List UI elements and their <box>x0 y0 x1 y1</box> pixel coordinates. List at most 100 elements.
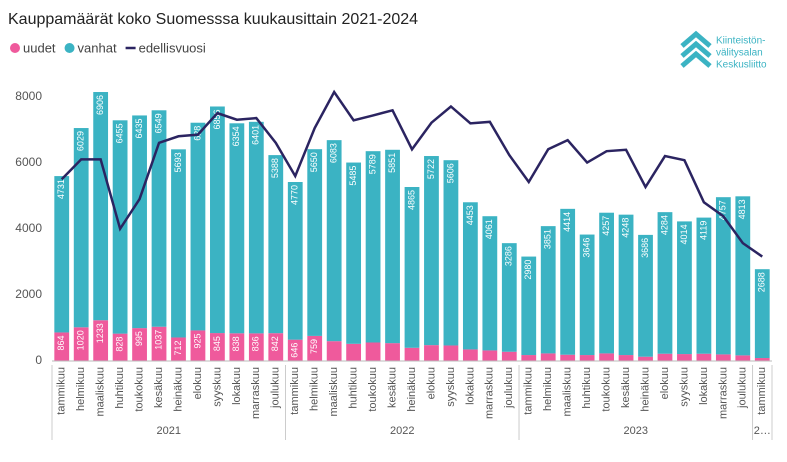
data-label: 6354 <box>231 126 241 146</box>
data-label: 5851 <box>387 153 397 173</box>
bar-segment <box>462 349 478 361</box>
bar-segment <box>229 123 245 334</box>
data-label: 4014 <box>679 224 689 244</box>
x-tick-label: heinäkuu <box>406 367 418 412</box>
data-label: 1020 <box>76 330 86 350</box>
x-tick-label: kesäkuu <box>620 367 632 408</box>
y-tick-label: 6000 <box>15 155 42 169</box>
bar-segment <box>579 355 595 361</box>
bar-segment <box>462 202 478 350</box>
x-tick-label: elokuu <box>425 367 437 399</box>
y-tick-label: 8000 <box>15 89 42 103</box>
x-tick-label: marraskuu <box>484 367 496 419</box>
bar-segment <box>443 345 459 361</box>
data-label: 828 <box>114 337 124 352</box>
data-label: 5606 <box>445 163 455 183</box>
logo-mark <box>680 30 712 68</box>
data-label: 4813 <box>737 199 747 219</box>
bar-segment <box>482 216 498 351</box>
bar-segment <box>677 354 692 361</box>
data-label: 995 <box>134 331 144 346</box>
x-tick-label: kesäkuu <box>386 367 398 408</box>
bar-segment <box>210 333 225 361</box>
bar-segment <box>540 353 556 361</box>
bar-segment <box>307 335 323 361</box>
x-tick-label: joulukuu <box>503 367 515 409</box>
x-tick-label: helmikuu <box>309 367 321 411</box>
bar-segment <box>424 156 439 346</box>
data-label: 6435 <box>134 118 144 138</box>
bar-segment <box>521 355 537 361</box>
year-label: 2023 <box>624 425 648 437</box>
data-label: 6029 <box>76 131 86 151</box>
bar-segment <box>132 115 147 329</box>
data-label: 5650 <box>309 152 319 172</box>
bar-segment <box>443 160 459 346</box>
data-label: 628 <box>192 126 202 141</box>
data-label: 646 <box>290 343 300 358</box>
bar-segment <box>307 149 323 336</box>
x-tick-label: syyskuu <box>211 367 223 407</box>
y-tick-label: 0 <box>35 353 42 367</box>
data-label: 864 <box>56 335 66 350</box>
data-label: 5485 <box>348 166 358 186</box>
x-tick-label: lokakuu <box>231 367 243 405</box>
data-label: 6083 <box>329 143 339 163</box>
bar-segment <box>482 350 498 361</box>
bar-segment <box>385 343 400 361</box>
bar-segment <box>93 92 109 321</box>
data-label: 6549 <box>153 113 163 133</box>
x-tick-label: syyskuu <box>445 367 457 407</box>
bar-segment <box>754 358 770 361</box>
x-tick-label: heinäkuu <box>172 367 184 412</box>
x-tick-label: huhtikuu <box>114 367 126 409</box>
bar-segment <box>190 330 206 361</box>
logo-text: välitysalan <box>716 48 763 59</box>
data-label: 5722 <box>426 159 436 179</box>
bar-segment <box>501 243 517 352</box>
bar-segment <box>638 356 653 361</box>
data-label: 6455 <box>114 123 124 143</box>
data-label: 4284 <box>659 215 669 235</box>
data-label: 4414 <box>562 212 572 232</box>
bar-segment <box>112 333 128 361</box>
data-label: 4865 <box>406 190 416 210</box>
bar-segment <box>715 354 731 361</box>
bar-segment <box>151 326 167 361</box>
x-tick-label: marraskuu <box>250 367 262 419</box>
bar-segment <box>287 182 303 340</box>
bar-segment <box>210 106 225 334</box>
x-tick-label: heinäkuu <box>639 367 651 412</box>
x-tick-label: tammikuu <box>523 367 535 415</box>
bar-segment <box>657 212 673 354</box>
data-label: 3286 <box>504 246 514 266</box>
data-label: 3851 <box>543 229 553 249</box>
bar-segment <box>346 162 362 344</box>
bar-segment <box>521 256 537 356</box>
data-label: 4119 <box>698 221 708 240</box>
logo-text: Keskusliitto <box>716 60 767 71</box>
data-label: 842 <box>270 336 280 351</box>
x-tick-label: tammikuu <box>289 367 301 415</box>
bar-segment <box>677 221 692 355</box>
x-tick-label: tammikuu <box>56 367 68 415</box>
bar-segment <box>171 337 186 361</box>
x-tick-label: syyskuu <box>678 367 690 407</box>
bar-segment <box>599 212 614 354</box>
x-tick-label: huhtikuu <box>581 367 593 409</box>
data-label: 3686 <box>640 238 650 258</box>
bar-segment <box>715 197 731 355</box>
data-label: 5789 <box>367 154 377 174</box>
bar-segment <box>424 345 439 361</box>
data-label: 925 <box>192 333 202 348</box>
bar-segment <box>248 121 264 334</box>
y-tick-label: 4000 <box>15 221 42 235</box>
data-label: 5388 <box>270 158 280 178</box>
bar-segment <box>54 176 70 333</box>
bar-segment <box>638 234 653 357</box>
data-label: 838 <box>231 336 241 351</box>
data-label: 2980 <box>523 260 533 280</box>
bar-segment <box>599 353 614 361</box>
bar-segment <box>657 353 673 361</box>
data-label: 2688 <box>757 272 767 292</box>
